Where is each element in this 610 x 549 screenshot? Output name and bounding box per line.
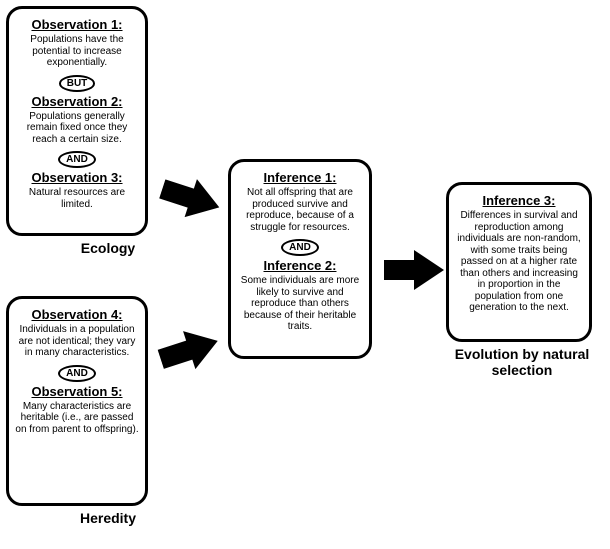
ecology-label: Ecology (42, 240, 174, 256)
inference12-title-0: Inference 1: (237, 170, 363, 185)
heredity-text-2: Many characteristics are heritable (i.e.… (15, 401, 139, 436)
ecology-text-2: Populations generally remain fixed once … (15, 111, 139, 146)
ecology-connector-1: BUT (59, 75, 96, 92)
inference3-text-0: Differences in survival and reproduction… (455, 210, 583, 314)
inference12-title-2: Inference 2: (237, 258, 363, 273)
heredity-title-2: Observation 5: (15, 384, 139, 399)
ecology-text-0: Populations have the potential to increa… (15, 34, 139, 69)
arrow-1 (155, 322, 226, 383)
inference3-box: Inference 3: Differences in survival and … (446, 182, 592, 342)
ecology-box: Observation 1: Populations have the poten… (6, 6, 148, 236)
ecology-connector-3: AND (58, 151, 96, 168)
ecology-title-2: Observation 2: (15, 94, 139, 109)
inference12-connector-1: AND (281, 239, 319, 256)
heredity-text-0: Individuals in a population are not iden… (15, 324, 139, 359)
ecology-title-0: Observation 1: (15, 17, 139, 32)
heredity-label: Heredity (42, 510, 174, 526)
inference12-text-2: Some individuals are more likely to surv… (237, 275, 363, 333)
heredity-connector-1: AND (58, 365, 96, 382)
inference3-label: Evolution by natural selection (454, 346, 590, 378)
heredity-box: Observation 4: Individuals in a populatio… (6, 296, 148, 506)
ecology-text-4: Natural resources are limited. (15, 187, 139, 210)
arrow-0 (155, 170, 226, 231)
inference12-text-0: Not all offspring that are produced surv… (237, 187, 363, 233)
inference12-box: Inference 1: Not all offspring that are p… (228, 159, 372, 359)
heredity-title-0: Observation 4: (15, 307, 139, 322)
inference3-title-0: Inference 3: (455, 193, 583, 208)
arrow-2 (384, 250, 444, 295)
ecology-title-4: Observation 3: (15, 170, 139, 185)
